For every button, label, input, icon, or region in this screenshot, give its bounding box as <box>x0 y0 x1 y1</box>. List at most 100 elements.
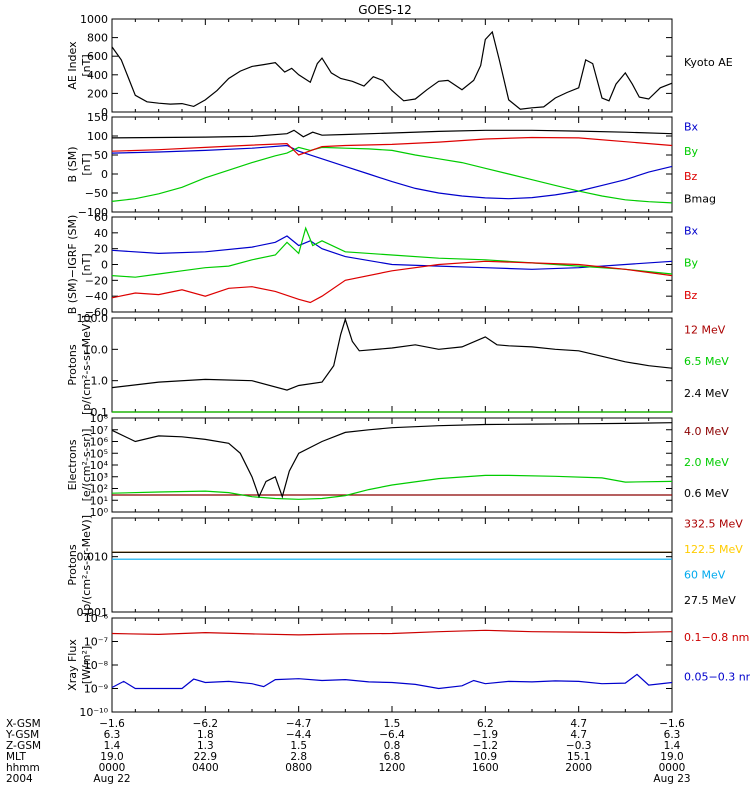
y-tick-label: 0 <box>101 259 108 272</box>
y-tick-label: 10⁻¹⁰ <box>79 706 108 719</box>
y-axis-unit-label: [p/(cm²-s-sr-MeV)] <box>80 315 93 415</box>
y-tick-label: 10⁶ <box>90 436 109 449</box>
y-tick-label: −40 <box>85 290 108 303</box>
y-axis-unit-label: [e/(cm²-s-sr)] <box>80 429 93 502</box>
y-tick-label: 10³ <box>90 471 108 484</box>
legend-entry: 332.5 MeV <box>684 518 743 531</box>
y-tick-label: −60 <box>85 306 108 319</box>
y-tick-label: 10⁻⁸ <box>84 659 109 672</box>
chart-title: GOES-12 <box>358 3 412 17</box>
footer-row-label: 2004 <box>6 773 33 785</box>
y-tick-label: 10¹ <box>90 494 108 507</box>
y-tick-label: 0.001 <box>77 606 109 619</box>
y-tick-label: 0 <box>101 168 108 181</box>
y-axis-label: B (SM) <box>66 146 79 182</box>
y-axis-label: AE Index <box>66 41 79 90</box>
series-line <box>111 629 673 636</box>
footer-date-value: Aug 22 <box>93 773 130 785</box>
legend-entry: 0.6 MeV <box>684 487 729 500</box>
series-line <box>111 673 673 690</box>
footer-zgsm-value: 1.4 <box>104 740 121 752</box>
footer-hhmm-value: 0800 <box>285 762 312 774</box>
footer-xgsm-value: −4.7 <box>286 718 312 730</box>
series-line <box>111 317 673 391</box>
footer-mlt-value: 22.9 <box>194 751 217 763</box>
panel-frame <box>111 517 673 613</box>
y-tick-label: 40 <box>94 227 108 240</box>
y-tick-label: 10⁷ <box>90 424 108 437</box>
footer-xgsm-value: 1.5 <box>384 718 401 730</box>
footer-row-label: MLT <box>6 751 26 763</box>
panel-frame <box>111 18 673 113</box>
panel-p1: 0.1 1.0 10.0 100.0 Protons [p/(cm²-s-sr-MeV)]… <box>66 312 729 419</box>
y-axis-label: Protons <box>66 544 79 585</box>
footer-ygsm-value: −4.4 <box>286 729 312 741</box>
y-tick-label: −20 <box>85 274 108 287</box>
footer-zgsm-value: 1.3 <box>197 740 214 752</box>
footer-xgsm-value: −6.2 <box>193 718 219 730</box>
legend-entry: 2.4 MeV <box>684 387 729 400</box>
footer-date-value: Aug 23 <box>653 773 690 785</box>
panel-frame <box>111 417 673 513</box>
footer-xgsm-value: 6.2 <box>477 718 494 730</box>
legend-entry: Kyoto AE <box>684 56 733 69</box>
y-tick-label: −100 <box>78 206 108 219</box>
footer-ygsm-value: −6.4 <box>379 729 405 741</box>
legend-entry: 6.5 MeV <box>684 355 729 368</box>
legend-entry: Bmag <box>684 193 716 206</box>
footer-mlt-value: 19.0 <box>100 751 123 763</box>
y-axis-label: Xray Flux <box>66 639 79 691</box>
y-tick-label: 10⁴ <box>90 459 109 472</box>
footer-zgsm-value: −1.2 <box>473 740 499 752</box>
footer-hhmm-value: 1200 <box>379 762 406 774</box>
footer-xgsm-value: −1.6 <box>99 718 125 730</box>
y-axis-label: Protons <box>66 344 79 385</box>
footer-mlt-value: 6.8 <box>384 751 401 763</box>
footer-row-label: Z-GSM <box>6 740 41 752</box>
footer-mlt-value: 10.9 <box>474 751 497 763</box>
series-line <box>111 136 673 156</box>
y-tick-label: 10.0 <box>84 343 109 356</box>
y-tick-label: 0.010 <box>77 551 109 564</box>
legend-entry: 60 MeV <box>684 568 726 581</box>
legend-entry: By <box>684 145 699 158</box>
legend-entry: Bx <box>684 121 699 134</box>
y-tick-label: 0 <box>101 106 108 119</box>
footer-xgsm-value: 4.7 <box>570 718 587 730</box>
y-axis-unit-label: [nT] <box>80 54 93 76</box>
y-tick-label: 10⁸ <box>90 412 109 425</box>
footer-hhmm-value: 0400 <box>192 762 219 774</box>
legend-entry: 4.0 MeV <box>684 425 729 438</box>
series-line <box>111 129 673 139</box>
footer-hhmm-value: 1600 <box>472 762 499 774</box>
y-tick-label: 10⁻⁶ <box>84 612 109 625</box>
footer-hhmm-value: 0000 <box>99 762 126 774</box>
panel-ae: 0 200 400 600 800 1000 AE Index [nT] Kyoto AE <box>66 13 733 119</box>
y-tick-label: 10² <box>90 483 108 496</box>
y-axis-unit-label: [W/m²] <box>80 646 93 684</box>
footer-ygsm-value: 4.7 <box>570 729 587 741</box>
footer-ygsm-value: 1.8 <box>197 729 214 741</box>
y-tick-label: 0.1 <box>91 406 109 419</box>
legend-entry: 122.5 MeV <box>684 543 743 556</box>
series-line <box>111 235 673 270</box>
y-tick-label: 200 <box>87 87 108 100</box>
panel-dbl: −60 −40 −20 0 20 40 60 B (SM)−IGRF (SM) [nT] Bx By… <box>66 211 699 319</box>
y-tick-label: 400 <box>87 69 108 82</box>
footer-zgsm-value: 0.8 <box>384 740 401 752</box>
legend-entry: 0.05−0.3 nm <box>684 670 750 683</box>
legend-entry: 2.0 MeV <box>684 456 729 469</box>
y-tick-label: 60 <box>94 211 108 224</box>
footer-mlt-value: 19.0 <box>660 751 683 763</box>
y-tick-label: 10⁵ <box>90 447 108 460</box>
y-tick-label: 20 <box>94 243 108 256</box>
footer-mlt-value: 2.8 <box>290 751 307 763</box>
panel-b: −100 −50 0 50 100 150 B (SM) [nT] Bx By Bz Bmag <box>66 111 716 219</box>
legend-entry: Bz <box>684 289 698 302</box>
footer-mlt-value: 15.1 <box>567 751 590 763</box>
y-axis-unit-label: [nT] <box>80 253 93 275</box>
legend-entry: By <box>684 257 699 270</box>
series-line <box>111 422 673 499</box>
